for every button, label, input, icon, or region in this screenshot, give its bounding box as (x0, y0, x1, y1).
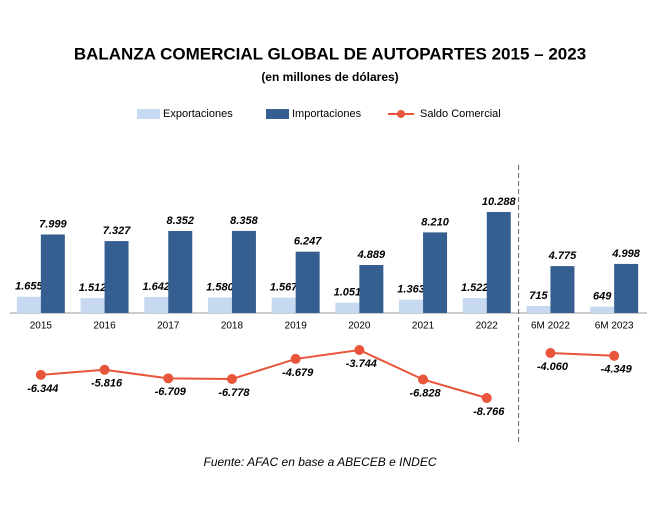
legend-swatch (266, 109, 289, 119)
line-marker (290, 353, 301, 364)
bar (295, 251, 320, 313)
bar (144, 296, 169, 313)
data-label: -5.816 (91, 378, 123, 390)
bar (462, 298, 487, 313)
x-tick-label: 2016 (93, 321, 116, 332)
line-marker (163, 373, 174, 384)
data-label: 4.889 (357, 249, 386, 261)
x-tick-label: 2019 (285, 321, 308, 332)
x-tick-label: 2017 (157, 321, 180, 332)
x-tick-label: 2021 (412, 321, 435, 332)
bar (104, 241, 129, 313)
bar (486, 212, 511, 313)
line-marker (99, 364, 110, 375)
line-marker (35, 369, 46, 380)
line-marker (609, 350, 620, 361)
data-label: 715 (529, 290, 548, 302)
data-label: -6.828 (409, 387, 441, 399)
data-label: -4.349 (601, 364, 633, 376)
bar (16, 296, 41, 313)
bar (423, 232, 448, 313)
line-marker (545, 348, 556, 359)
chart-title: BALANZA COMERCIAL GLOBAL DE AUTOPARTES 2… (74, 44, 586, 63)
legend-marker (397, 110, 405, 118)
data-label: 649 (593, 291, 612, 303)
legend-swatch (137, 109, 160, 119)
data-label: 1.655 (15, 281, 43, 293)
bar (168, 231, 193, 313)
data-label: 1.580 (206, 281, 234, 293)
bar (271, 297, 296, 313)
data-label: -6.709 (155, 386, 187, 398)
data-label: 8.210 (421, 216, 449, 228)
source-note: Fuente: AFAC en base a ABECEB e INDEC (204, 455, 437, 469)
line-marker (226, 373, 237, 384)
data-label: 7.327 (103, 225, 131, 237)
data-label: 1.642 (142, 281, 170, 293)
data-label: 1.051 (334, 287, 362, 299)
bar (590, 306, 615, 313)
data-label: 7.999 (39, 218, 67, 230)
data-label: 1.522 (461, 282, 489, 294)
data-label: -6.344 (27, 383, 58, 395)
data-label: -4.060 (537, 361, 569, 373)
legend-label: Saldo Comercial (420, 108, 501, 120)
legend-label: Exportaciones (163, 108, 233, 120)
data-label: 8.352 (166, 215, 194, 227)
x-tick-label: 2022 (476, 321, 499, 332)
data-label: 1.512 (79, 282, 107, 294)
line-marker (354, 345, 365, 355)
line (40, 348, 488, 399)
line-marker (418, 374, 429, 385)
x-tick-label: 6M 2022 (531, 321, 570, 332)
data-label: -6.778 (218, 387, 250, 399)
data-label: 10.288 (482, 196, 517, 208)
data-label: 8.358 (230, 215, 258, 227)
bar (614, 263, 639, 313)
data-label: 1.363 (397, 284, 425, 296)
data-label: 6.247 (294, 236, 322, 248)
data-label: 4.998 (611, 248, 640, 260)
data-label: 4.775 (548, 250, 577, 262)
chart-subtitle: (en millones de dólares) (261, 70, 398, 84)
x-tick-label: 2015 (30, 321, 53, 332)
bar (399, 299, 424, 313)
data-label: -8.766 (473, 406, 505, 418)
bar (550, 266, 575, 313)
bar (359, 265, 384, 313)
x-tick-label: 2018 (221, 321, 244, 332)
line-marker (481, 393, 492, 403)
bar (335, 302, 360, 313)
data-label: -4.679 (282, 367, 314, 379)
bar (80, 298, 105, 313)
legend-label: Importaciones (292, 108, 362, 120)
line (550, 352, 615, 357)
bar (231, 230, 256, 313)
bar (207, 297, 232, 313)
bar (526, 305, 551, 313)
data-label: 1.567 (270, 282, 298, 294)
x-tick-label: 6M 2023 (595, 321, 634, 332)
x-tick-label: 2020 (348, 321, 371, 332)
data-label: -3.744 (346, 358, 377, 370)
bar (40, 234, 65, 313)
